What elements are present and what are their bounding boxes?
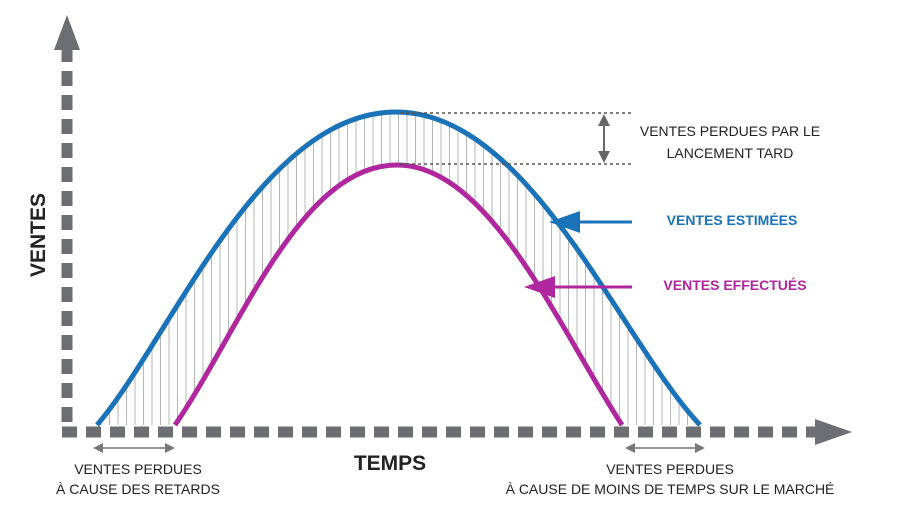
y-axis-arrow <box>54 15 80 50</box>
actual-label: VENTES EFFECTUÉS <box>663 277 806 293</box>
delay-span-head <box>93 443 103 453</box>
x-axis-label: TEMPS <box>354 452 426 475</box>
actual-area <box>175 165 622 426</box>
estimated-label: VENTES ESTIMÉES <box>667 212 798 228</box>
actual-curve <box>172 162 625 427</box>
market-span-head <box>625 443 635 453</box>
estimated-curve <box>95 109 702 427</box>
market-span-head <box>695 443 705 453</box>
market-loss-label: À CAUSE DE MOINS DE TEMPS SUR LE MARCHÉ <box>506 481 835 497</box>
y-axis-label: VENTES <box>27 193 50 277</box>
late-launch-label: VENTES PERDUES PAR LE <box>640 123 820 139</box>
estimated-pointer-head <box>549 211 580 233</box>
x-axis-arrow <box>815 419 852 445</box>
gap-arrow-head <box>598 114 610 126</box>
delay-loss-label: VENTES PERDUES <box>74 461 202 477</box>
late-launch-label: LANCEMENT TARD <box>667 145 794 161</box>
gap-arrow-head <box>598 151 610 163</box>
delay-span-head <box>165 443 175 453</box>
actual-pointer-head <box>524 276 555 298</box>
market-loss-label: VENTES PERDUES <box>606 461 734 477</box>
delay-loss-label: À CAUSE DES RETARDS <box>56 481 220 497</box>
